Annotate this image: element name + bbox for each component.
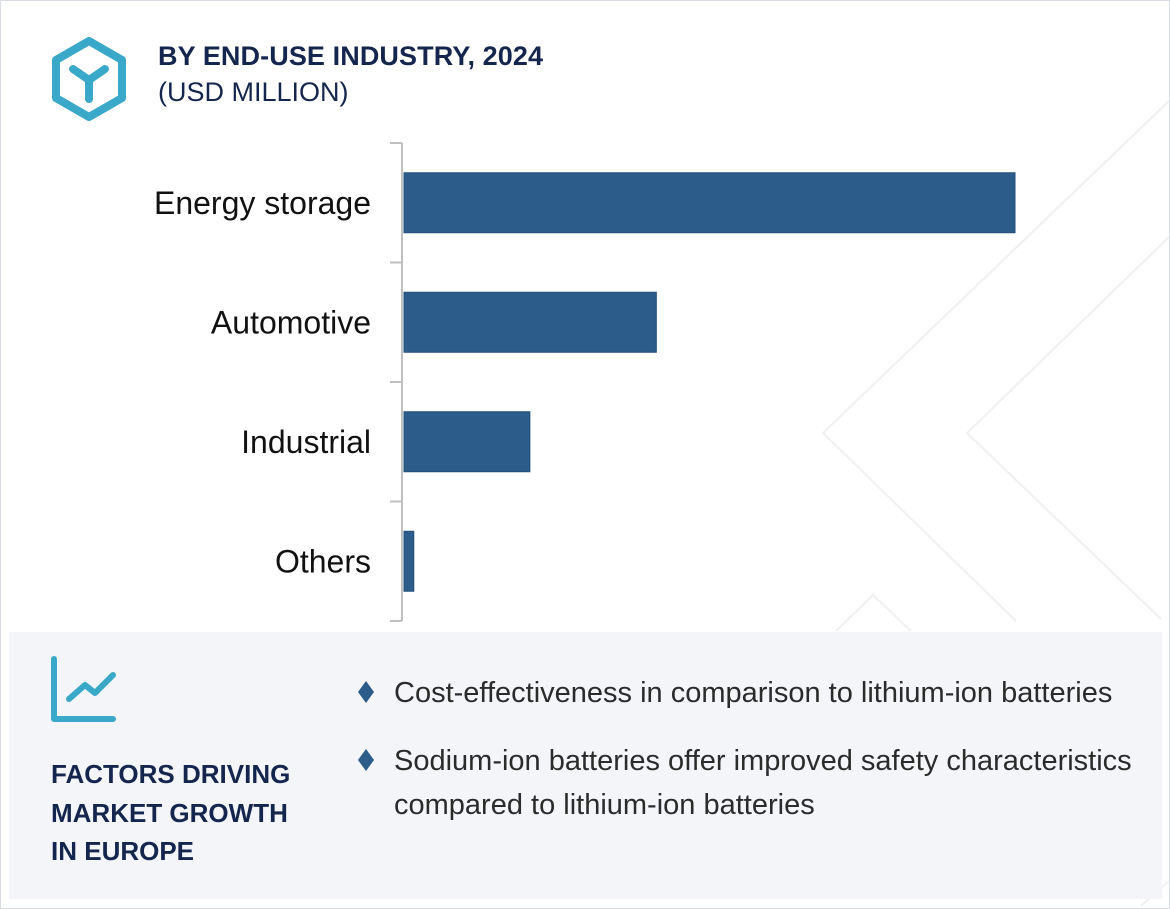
- factor-item: Sodium-ion batteries offer improved safe…: [356, 739, 1146, 827]
- factor-item: Cost-effectiveness in comparison to lith…: [356, 671, 1146, 715]
- factors-list: Cost-effectiveness in comparison to lith…: [356, 671, 1146, 851]
- hexagon-y-icon: [52, 37, 126, 121]
- bars: [403, 172, 1016, 592]
- bar-automotive: [403, 291, 657, 353]
- bar-energy-storage: [403, 172, 1016, 234]
- bar-industrial: [403, 411, 531, 473]
- factor-text: Sodium-ion batteries offer improved safe…: [394, 745, 1132, 821]
- bar-others: [403, 530, 415, 592]
- diamond-bullet-icon: [358, 681, 374, 703]
- category-labels: Energy storage Automotive Industrial Others: [154, 185, 371, 580]
- factors-title-line: FACTORS DRIVING: [51, 759, 291, 789]
- growth-factors-panel: [9, 632, 1162, 899]
- chart-subtitle: (USD MILLION): [158, 77, 349, 107]
- category-label: Industrial: [241, 424, 371, 460]
- category-label: Automotive: [211, 304, 371, 340]
- bar-chart: Energy storage Automotive Industrial Others: [154, 142, 1016, 622]
- chart-title: BY END-USE INDUSTRY, 2024: [158, 41, 544, 71]
- factor-text: Cost-effectiveness in comparison to lith…: [394, 677, 1113, 709]
- trend-chart-icon: [51, 656, 116, 722]
- category-label: Others: [275, 543, 371, 579]
- factors-title-line: IN EUROPE: [51, 836, 195, 866]
- category-label: Energy storage: [154, 185, 371, 221]
- category-axis: [390, 142, 403, 622]
- factors-title-line: MARKET GROWTH: [51, 797, 288, 828]
- factors-title: FACTORS DRIVING MARKET GROWTH IN EUROPE: [51, 755, 331, 871]
- diamond-bullet-icon: [358, 749, 374, 771]
